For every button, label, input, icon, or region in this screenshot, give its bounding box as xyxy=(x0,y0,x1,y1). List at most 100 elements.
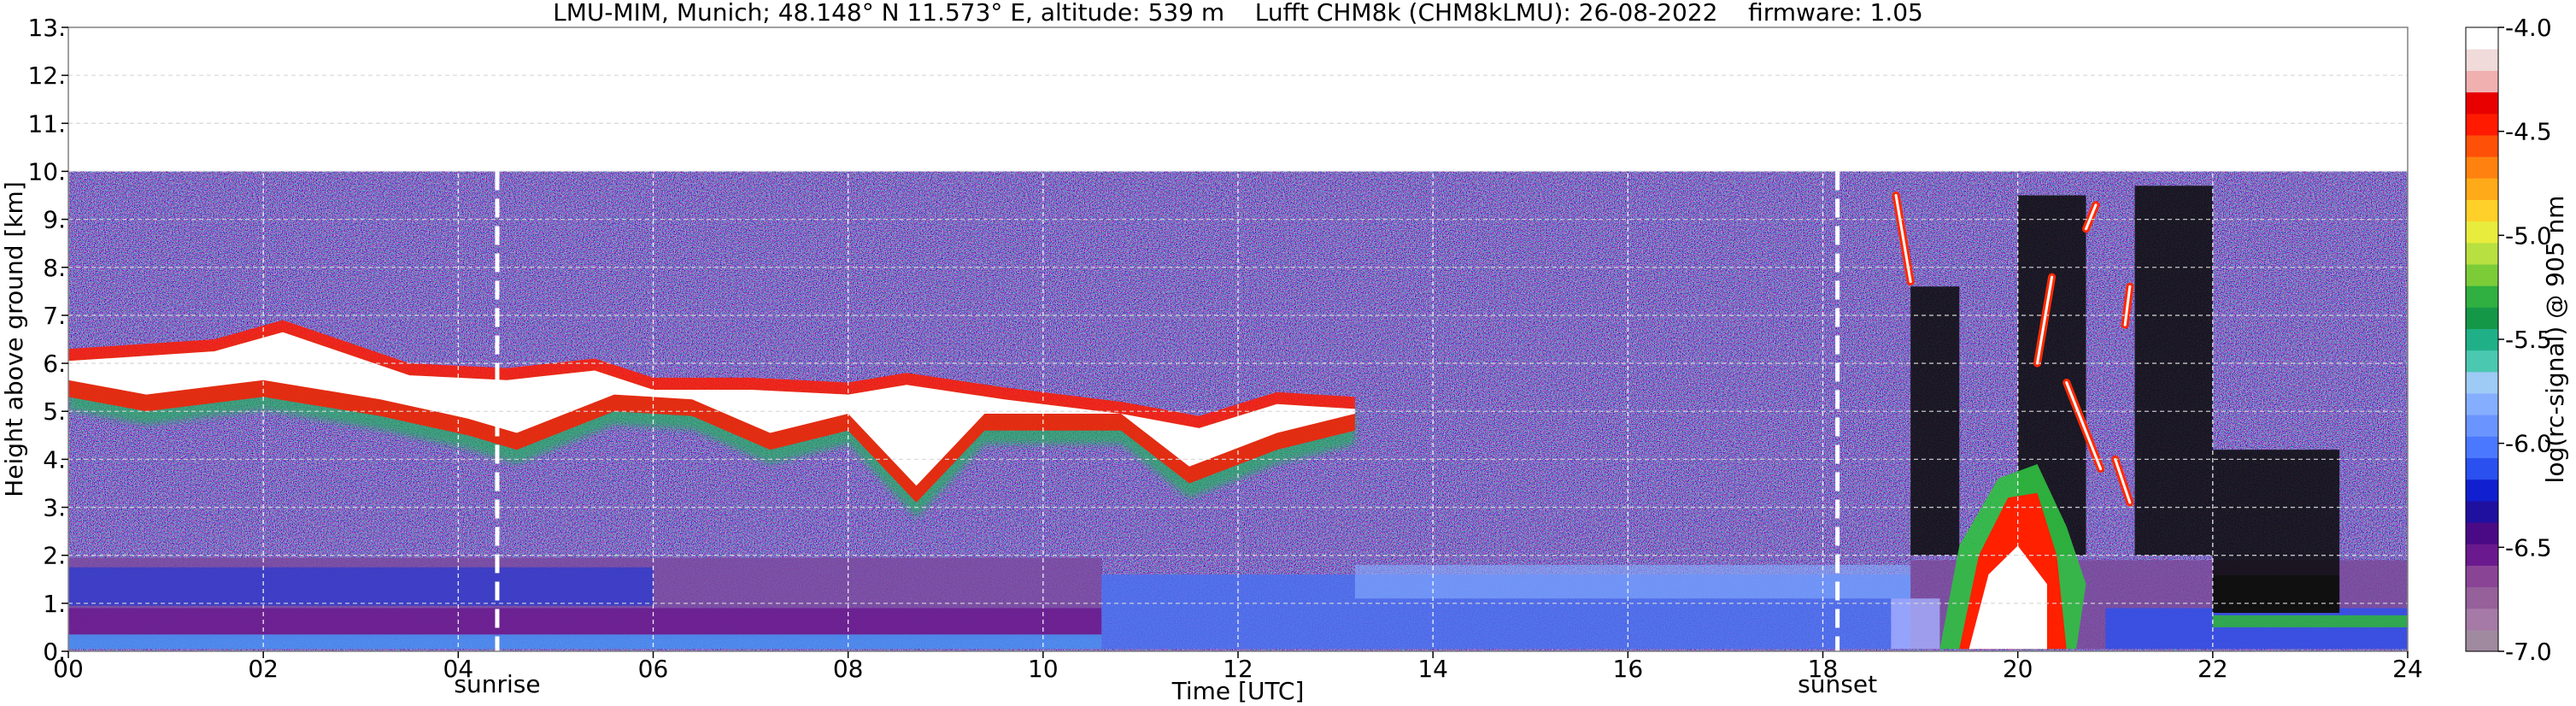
y-tick-label: 5. xyxy=(43,397,66,426)
colorbar-tick-label: -4.5 xyxy=(2505,118,2552,146)
colorbar-bin xyxy=(2466,134,2498,157)
sun-marker-sunrise: sunrise xyxy=(454,171,541,698)
x-tick-label: 18 xyxy=(1808,655,1839,683)
chart-title: LMU-MIM, Munich; 48.148° N 11.573° E, al… xyxy=(553,0,1923,26)
y-tick-label: 12. xyxy=(27,62,66,90)
boundary-layer-band xyxy=(2212,615,2408,627)
grid-lines xyxy=(68,27,2408,651)
colorbar-tick-label: -5.0 xyxy=(2505,221,2552,250)
boundary-layer-band xyxy=(68,567,654,606)
y-tick-label: 8. xyxy=(43,254,66,282)
cloud-core xyxy=(68,332,1355,486)
sun-marker-label: sunrise xyxy=(454,670,540,698)
colorbar-bin xyxy=(2466,544,2498,566)
y-tick-label: 3. xyxy=(43,494,66,522)
signal-features xyxy=(68,185,2408,650)
boundary-layer-band xyxy=(68,634,1102,650)
x-tick-label: 14 xyxy=(1417,655,1448,683)
colorbar-bin xyxy=(2466,608,2498,631)
y-tick-label: 2. xyxy=(43,542,66,570)
colorbar-bin xyxy=(2466,457,2498,480)
colorbar-bin xyxy=(2466,500,2498,523)
cirrus-streak-core xyxy=(2065,381,2103,471)
colorbar-bin xyxy=(2466,565,2498,588)
colorbar-bin xyxy=(2466,91,2498,115)
colorbar-tick-label: -5.5 xyxy=(2505,326,2552,354)
colorbar: -4.0 -4.5 -5.0 -5.5 -6.0 -6.5 -7.0 log(rc-sign… xyxy=(2465,14,2569,666)
x-tick-label: 08 xyxy=(833,655,864,683)
colorbar-bin xyxy=(2466,521,2498,544)
cirrus-streak-core xyxy=(2085,203,2098,231)
y-tick-label: 0. xyxy=(43,638,66,666)
sun-marker-label: sunset xyxy=(1798,670,1877,698)
sun-markers: sunrise sunset xyxy=(454,171,1877,698)
y-tick-label: 6. xyxy=(43,350,66,378)
colorbar-tick-label: -6.0 xyxy=(2505,430,2552,458)
colorbar-bin xyxy=(2466,307,2498,330)
x-tick-label: 06 xyxy=(638,655,669,683)
colorbar-bin xyxy=(2466,479,2498,502)
y-tick-label: 13. xyxy=(27,14,66,42)
x-tick-label: 20 xyxy=(2003,655,2033,683)
colorbar-tick-label: -7.0 xyxy=(2505,638,2552,666)
y-axis-label: Height above ground [km] xyxy=(0,181,28,497)
y-tick-label: 4. xyxy=(43,445,66,474)
boundary-layer-band xyxy=(1891,598,1940,650)
colorbar-ticks: -4.0 -4.5 -5.0 -5.5 -6.0 -6.5 -7.0 xyxy=(2498,14,2552,666)
colorbar-bin xyxy=(2466,436,2498,459)
colorbar-bin xyxy=(2466,263,2498,286)
boundary-layer-band xyxy=(1354,564,1911,599)
colorbar-bin xyxy=(2466,70,2498,93)
x-tick-label: 10 xyxy=(1028,655,1059,683)
colorbar-bin xyxy=(2466,392,2498,415)
y-axis: 0. 1. 2. 3. 4. 5. 6. 7. 8. 9. 10. 11. 12. 13. xyxy=(27,14,68,666)
colorbar-bin xyxy=(2466,27,2498,50)
x-tick-label: 16 xyxy=(1613,655,1644,683)
colorbar-bin xyxy=(2466,221,2498,244)
boundary-layer-band xyxy=(68,608,1102,635)
sun-marker-sunset: sunset xyxy=(1798,171,1877,698)
convective-plume-core xyxy=(1969,545,2047,650)
y-tick-label: 1. xyxy=(43,590,66,618)
colorbar-bin xyxy=(2466,371,2498,394)
x-tick-label: 12 xyxy=(1223,655,1253,683)
boundary-layer-band xyxy=(2105,608,2408,650)
clear-air-region xyxy=(1910,286,1960,556)
colorbar-label: log(rc-signal) @ 905 nm xyxy=(2541,196,2569,484)
cirrus-streak-core xyxy=(2114,457,2132,504)
clear-air-region xyxy=(2212,450,2340,575)
y-tick-label: 7. xyxy=(43,302,66,330)
colorbar-bin xyxy=(2466,178,2498,200)
colorbar-bin xyxy=(2466,328,2498,351)
y-tick-label: 9. xyxy=(43,206,66,234)
colorbar-bin xyxy=(2466,242,2498,265)
x-tick-label: 22 xyxy=(2198,655,2228,683)
colorbar-bin xyxy=(2466,629,2498,652)
plot-area: sunrise sunset xyxy=(67,26,2409,698)
colorbar-bins xyxy=(2466,27,2498,652)
cirrus-streak-core xyxy=(2123,285,2132,327)
x-tick-label: 24 xyxy=(2392,655,2423,683)
colorbar-tick-label: -6.5 xyxy=(2505,533,2552,562)
x-axis: 00 02 04 06 08 10 12 14 16 18 20 22 24 xyxy=(53,651,2423,683)
colorbar-bin xyxy=(2466,285,2498,308)
x-axis-label: Time [UTC] xyxy=(1171,677,1305,705)
colorbar-bin xyxy=(2466,586,2498,609)
colorbar-tick-label: -4.0 xyxy=(2505,14,2552,42)
clear-air-region xyxy=(2134,185,2213,556)
x-tick-label: 04 xyxy=(443,655,474,683)
colorbar-bin xyxy=(2466,156,2498,179)
cirrus-streak-core xyxy=(2035,275,2054,365)
colorbar-bin xyxy=(2466,199,2498,222)
cloud-fringe-inner xyxy=(68,320,1355,503)
x-tick-label: 02 xyxy=(248,655,279,683)
colorbar-bin xyxy=(2466,350,2498,373)
colorbar-bin xyxy=(2466,113,2498,136)
x-tick-label: 00 xyxy=(53,655,84,683)
y-tick-label: 11. xyxy=(27,109,66,138)
colorbar-bin xyxy=(2466,415,2498,437)
boundary-layer-band xyxy=(2212,574,2340,614)
y-tick-label: 10. xyxy=(27,157,66,185)
colorbar-bin xyxy=(2466,49,2498,71)
